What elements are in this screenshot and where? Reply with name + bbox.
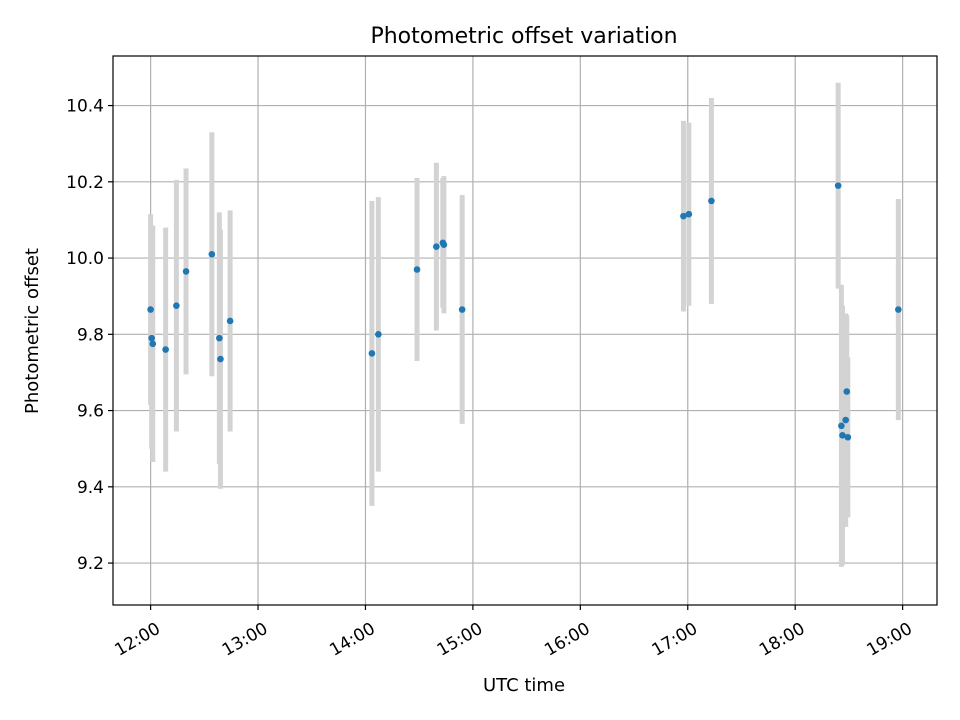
data-point	[895, 306, 902, 313]
chart-title: Photometric offset variation	[370, 24, 677, 49]
data-point	[375, 331, 382, 338]
data-point	[147, 306, 154, 313]
data-point	[834, 182, 842, 189]
y-tick-label: 9.6	[77, 402, 104, 422]
y-axis-label: Photometric offset	[22, 248, 43, 414]
data-point	[368, 350, 376, 357]
data-point	[440, 241, 448, 249]
data-point	[842, 416, 849, 424]
y-axis-ticks: 9.2 9.4 9.6 9.8 10.0 10.2 10.4	[66, 97, 113, 574]
data-point	[685, 210, 693, 218]
data-point	[173, 302, 180, 310]
y-tick-label: 9.2	[77, 554, 104, 574]
data-point	[458, 306, 466, 313]
data-point	[838, 422, 845, 430]
data-point	[182, 268, 190, 275]
data-point	[149, 340, 157, 348]
plot-frame	[112, 55, 938, 606]
data-point	[162, 346, 169, 353]
data-point	[433, 243, 440, 250]
data-point	[708, 197, 715, 205]
data-point	[216, 334, 223, 342]
data-point	[148, 334, 155, 342]
y-tick-label: 10.2	[66, 173, 104, 193]
x-axis-label: UTC time	[483, 675, 565, 696]
data-point	[208, 250, 216, 258]
y-tick-label: 9.8	[77, 325, 104, 345]
data-point	[217, 355, 224, 363]
data-point	[839, 432, 846, 439]
data-point	[413, 266, 421, 273]
data-point	[226, 317, 234, 325]
data-point	[843, 388, 851, 395]
y-tick-label: 9.4	[77, 478, 104, 498]
y-tick-label: 10.4	[66, 97, 104, 117]
y-tick-label: 10.0	[66, 249, 104, 269]
data-points	[147, 182, 902, 441]
data-point	[844, 433, 852, 441]
data-point	[680, 212, 687, 220]
